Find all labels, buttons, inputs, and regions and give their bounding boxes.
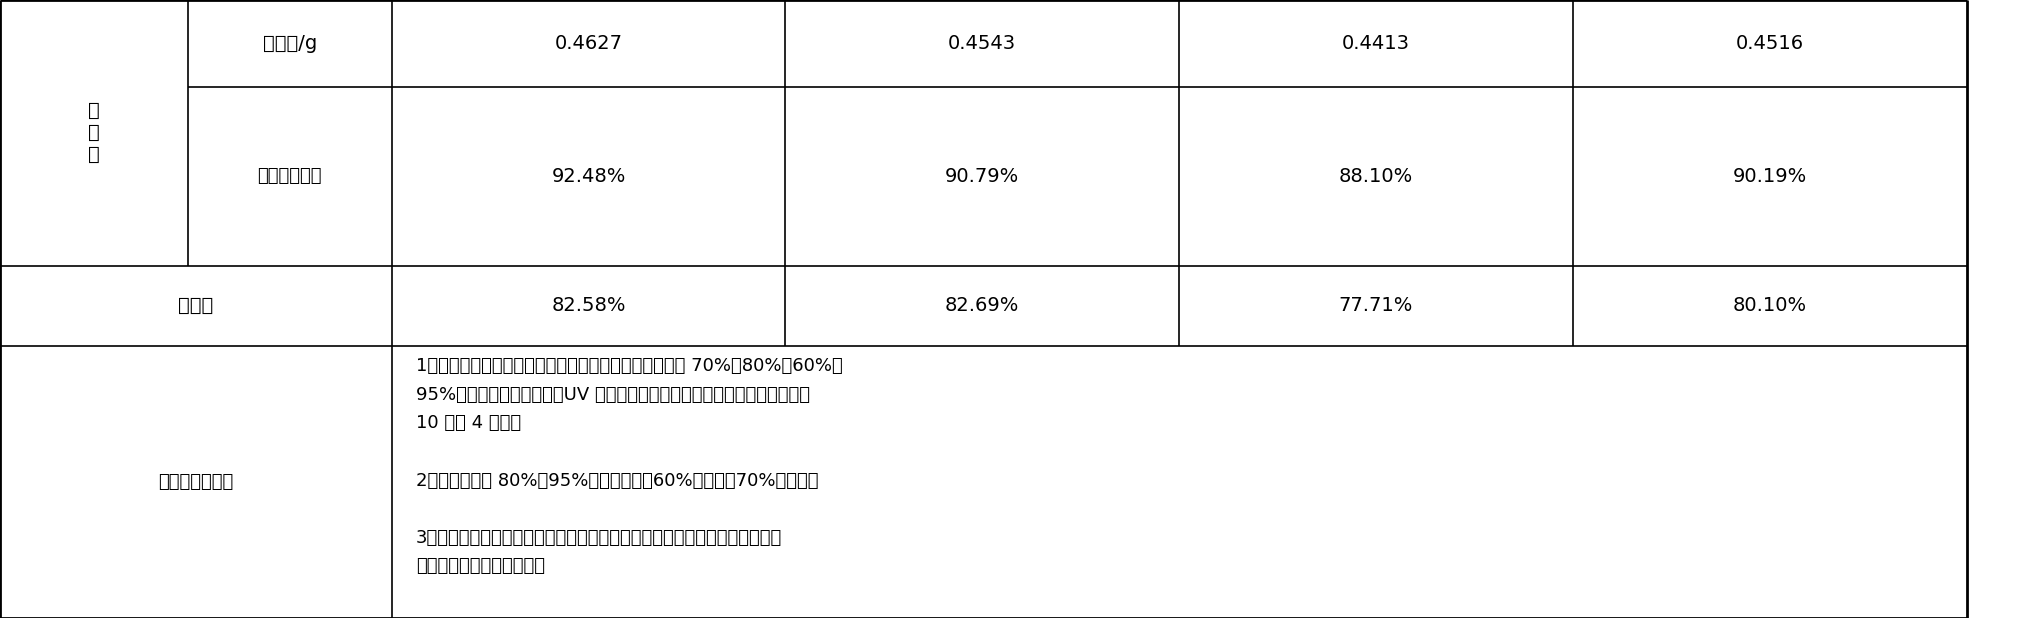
Text: 二次结晶得率: 二次结晶得率 <box>257 167 322 185</box>
Text: 90.79%: 90.79% <box>944 167 1020 185</box>
Text: 故此批样品醇洗步骤保留。: 故此批样品醇洗步骤保留。 <box>416 557 544 575</box>
Text: 0.4543: 0.4543 <box>948 34 1015 53</box>
Text: 90.19%: 90.19% <box>1731 167 1807 185</box>
Text: 77.71%: 77.71% <box>1338 297 1413 315</box>
Text: 82.69%: 82.69% <box>944 297 1020 315</box>
Text: 1．四组一次结晶颜色都较黄，二次结晶颜色由浅到深为 70%、80%、60%、: 1．四组一次结晶颜色都较黄，二次结晶颜色由浅到深为 70%、80%、60%、 <box>416 357 842 375</box>
Text: 0.4413: 0.4413 <box>1342 34 1409 53</box>
Text: 80.10%: 80.10% <box>1731 297 1807 315</box>
Text: 0.4627: 0.4627 <box>555 34 622 53</box>
Text: 95%，总体上颜色仍偏黄；UV 法色泽监控结果均不合格，对应具体数据见表: 95%，总体上颜色仍偏黄；UV 法色泽监控结果均不合格，对应具体数据见表 <box>416 386 809 404</box>
Text: 92.48%: 92.48% <box>551 167 626 185</box>
Text: 88.10%: 88.10% <box>1338 167 1413 185</box>
Text: 3．醇洗颜色较水洗液浅，但试着省去醇洗步骤实验时，结晶颜色明显更黄，: 3．醇洗颜色较水洗液浅，但试着省去醇洗步骤实验时，结晶颜色明显更黄， <box>416 529 783 547</box>
Text: 次
结
晶: 次 结 晶 <box>88 101 100 164</box>
Text: 82.58%: 82.58% <box>551 297 626 315</box>
Text: 现象记录与小结: 现象记录与小结 <box>159 473 232 491</box>
Text: 总得率: 总得率 <box>177 297 214 315</box>
Text: 10 编号 4 一栏。: 10 编号 4 一栏。 <box>416 414 522 433</box>
Text: 0.4516: 0.4516 <box>1735 34 1802 53</box>
Text: 2．产品得率为 80%、95%乙醇组相近，60%组略低，70%组最低。: 2．产品得率为 80%、95%乙醇组相近，60%组略低，70%组最低。 <box>416 472 818 489</box>
Text: 重结晶/g: 重结晶/g <box>263 34 316 53</box>
